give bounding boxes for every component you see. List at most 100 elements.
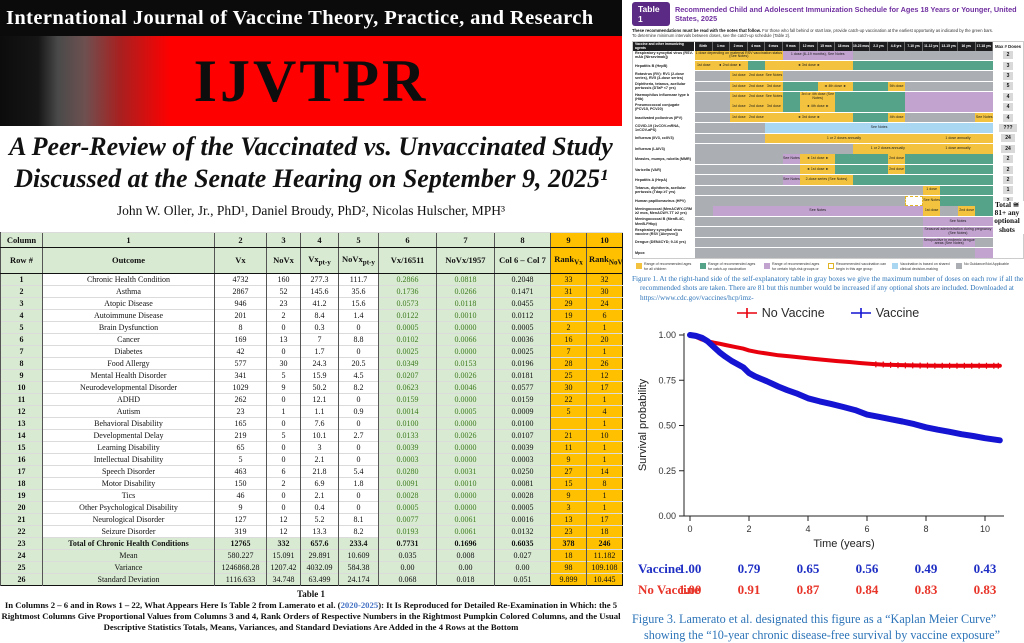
schedule-bar-segment bbox=[695, 92, 731, 102]
row-number-cell: 1 bbox=[0, 273, 43, 286]
svg-text:0.75: 0.75 bbox=[658, 375, 676, 385]
value-cell: 9.899 bbox=[550, 573, 587, 586]
citation-link[interactable]: 2020-2025 bbox=[340, 600, 379, 611]
value-cell: 12765 bbox=[214, 537, 267, 550]
summary-row-label: No Vaccine bbox=[638, 582, 700, 598]
value-cell: 26 bbox=[586, 357, 623, 370]
vaccine-name: Respiratory syncytial virus (RSV-mAb [Ni… bbox=[633, 50, 695, 61]
age-column-label: 9 mos bbox=[782, 41, 801, 51]
schedule-bar-segment bbox=[695, 185, 923, 196]
schedule-age-header: Vaccine and other immunizing agents Birt… bbox=[633, 41, 1023, 51]
value-cell: 19 bbox=[550, 309, 587, 322]
schedule-row: Respiratory syncytial virus (RSV-mAb [Ni… bbox=[633, 50, 1023, 61]
row-number-cell: 19 bbox=[0, 489, 43, 502]
value-cell: 31 bbox=[550, 285, 587, 298]
value-cell: 7 bbox=[550, 345, 587, 358]
age-column-label: 2 mos bbox=[730, 41, 748, 51]
table-row: 24 Mean 580.227 15.091 29.891 10.609 0.035 0.00… bbox=[0, 549, 623, 562]
value-cell: 0.0000 bbox=[436, 321, 495, 334]
column-number-cell: 9 bbox=[550, 232, 587, 249]
value-cell: 22 bbox=[550, 393, 587, 406]
schedule-row-grid: See Notes bbox=[695, 216, 993, 227]
age-column-label: 13-15 yrs bbox=[940, 41, 958, 51]
figure3-caption: Figure 3. Lamerato et al. designated thi… bbox=[632, 612, 1000, 643]
value-cell: 0.0028 bbox=[494, 489, 551, 502]
value-cell: 0 bbox=[266, 441, 301, 454]
value-cell: 5 bbox=[214, 453, 267, 466]
value-cell: 0.0132 bbox=[494, 525, 551, 538]
column-header-cell: Vx/16511 bbox=[378, 247, 437, 275]
value-cell: 219 bbox=[214, 429, 267, 442]
schedule-bar-segment: Seasonal administration during pregnancy… bbox=[922, 227, 993, 237]
schedule-bar-segment bbox=[852, 60, 993, 71]
schedule-bar-segment bbox=[782, 81, 818, 92]
schedule-bar-segment bbox=[695, 123, 766, 133]
schedule-row-grid: See Notes bbox=[695, 123, 993, 133]
vaccine-name: Influenza (LAIV3) bbox=[633, 144, 695, 154]
value-cell: 0.0036 bbox=[494, 333, 551, 346]
value-cell: 5 bbox=[266, 369, 301, 382]
value-cell: 580.227 bbox=[214, 549, 267, 562]
value-cell: 0.0000 bbox=[436, 441, 495, 454]
schedule-bar-segment bbox=[905, 112, 976, 123]
row-number-cell: 17 bbox=[0, 465, 43, 478]
vaccine-name: Dengue (DEN4CYD; 9-16 yrs) bbox=[633, 237, 695, 248]
schedule-row: Meningococcal B (MenB-4C, MenB-FHbp) See … bbox=[633, 216, 1023, 227]
value-cell: 0 bbox=[338, 393, 379, 406]
value-cell bbox=[550, 417, 587, 430]
schedule-bar-segment bbox=[905, 164, 993, 175]
max-doses-value: ??? bbox=[999, 124, 1017, 133]
age-column-label: 7-10 yrs bbox=[905, 41, 923, 51]
legend-item: Range of recommended ages for certain hi… bbox=[764, 262, 824, 271]
legend-swatch-icon bbox=[764, 263, 770, 270]
value-cell: 0 bbox=[338, 441, 379, 454]
table-row: 7 Diabetes 42 0 1.7 0 0.0025 0.0000 0.0025 7 1 bbox=[0, 345, 623, 358]
vaccine-name: COVID-19 (1vCOV-mRNA, 1vCOV-aPS) bbox=[633, 123, 695, 133]
value-cell: 2867 bbox=[214, 285, 267, 298]
schedule-bar-segment: 1st dose bbox=[730, 81, 748, 92]
outcome-cell: Seizure Disorder bbox=[42, 525, 215, 538]
table-row: 6 Cancer 169 13 7 8.8 0.0102 0.0066 0.0036 16 20 bbox=[0, 333, 623, 346]
value-cell: 10 bbox=[586, 429, 623, 442]
vaccine-name: Pneumococcal conjugate (PCV15, PCV20) bbox=[633, 102, 695, 113]
column-number-cell: 2 bbox=[214, 232, 267, 249]
schedule-row-grid: 1 or 2 doses annually 1 dose annually bbox=[695, 133, 993, 144]
value-cell: 0.0153 bbox=[436, 357, 495, 370]
value-cell: 0.0159 bbox=[494, 393, 551, 406]
value-cell: 0.0039 bbox=[494, 441, 551, 454]
schedule-row-grid: 1 dose bbox=[695, 185, 993, 196]
cdc-url-link[interactable]: https://www.cdc.gov/vaccines/hcp/imz- bbox=[640, 293, 754, 302]
value-cell: 0.0026 bbox=[436, 369, 495, 382]
value-cell: 18 bbox=[550, 549, 587, 562]
max-doses-value: 3 bbox=[1002, 72, 1014, 81]
schedule-bar-segment: 1 dose annually bbox=[922, 133, 993, 144]
value-cell: 34.748 bbox=[266, 573, 301, 586]
row-number-cell: 9 bbox=[0, 369, 43, 382]
value-cell: 9 bbox=[266, 381, 301, 394]
value-cell: 17 bbox=[586, 381, 623, 394]
value-cell: 98 bbox=[550, 561, 587, 574]
schedule-row: Hepatitis B (HepB) 1st dose ◄ 2nd dose ► ◄ … bbox=[633, 60, 1023, 71]
column-number-cell: Column bbox=[0, 232, 43, 249]
value-cell: 0 bbox=[266, 501, 301, 514]
table-caption: Table 1 In Columns 2 – 6 and in Rows 1 –… bbox=[0, 589, 622, 632]
schedule-bar-segment bbox=[695, 164, 801, 175]
schedule-bar-segment: 1st dose bbox=[695, 60, 713, 71]
value-cell: 5.4 bbox=[338, 465, 379, 478]
schedule-bar-segment: See Notes bbox=[922, 216, 993, 227]
row-number-cell: 25 bbox=[0, 561, 43, 574]
summary-row-vaccine: Vaccine 1.00 0.79 0.65 0.56 0.49 0.43 bbox=[632, 561, 1024, 580]
value-cell: 0.3 bbox=[300, 321, 339, 334]
column-header-cell: Col 6 – Col 7 bbox=[494, 247, 551, 275]
value-cell: 0.018 bbox=[436, 573, 495, 586]
value-cell: 6.9 bbox=[300, 477, 339, 490]
value-cell: 1 bbox=[586, 501, 623, 514]
schedule-bar-segment bbox=[835, 102, 906, 113]
left-column: International Journal of Vaccine Theory,… bbox=[0, 0, 623, 632]
value-cell: 0.0003 bbox=[494, 453, 551, 466]
value-cell: 12 bbox=[266, 513, 301, 526]
schedule-bar-segment: 1st dose bbox=[730, 92, 748, 102]
value-cell: 2 bbox=[550, 321, 587, 334]
km-chart: 0.00 0.25 0.50 0.75 1.00 0 2 4 6 8 10 Time (years) S… bbox=[637, 330, 1004, 550]
value-cell: 1246868.28 bbox=[214, 561, 267, 574]
